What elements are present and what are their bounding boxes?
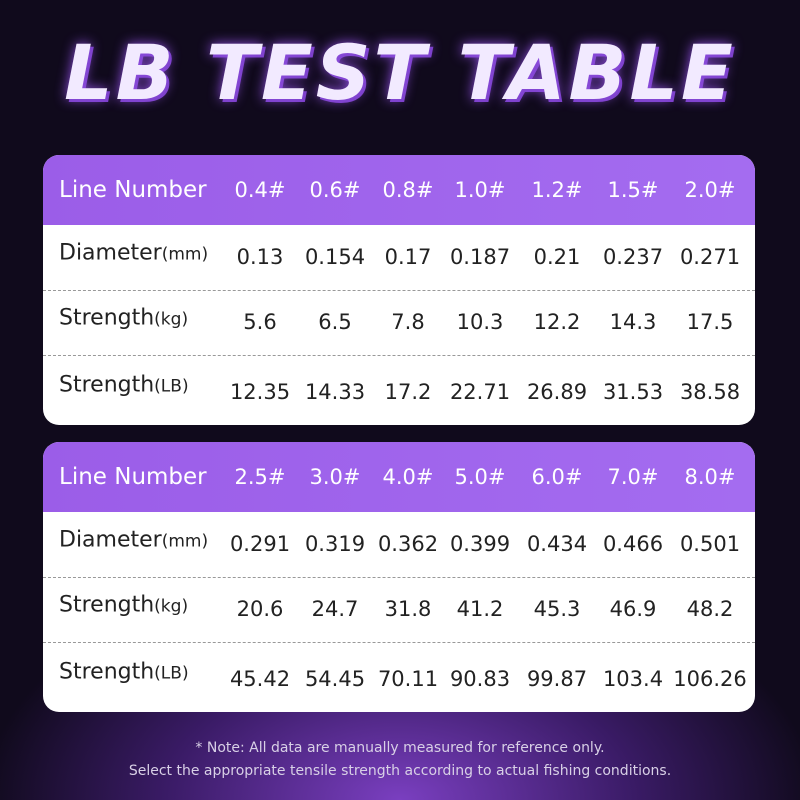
row-label-text: Strength — [59, 305, 155, 331]
header-cell: 1.0# — [454, 178, 506, 202]
header-cell: 5.0# — [454, 465, 506, 489]
table-cell: 20.6 — [236, 597, 284, 621]
header-cell: 7.0# — [607, 465, 659, 489]
table-cell: 12.2 — [533, 310, 581, 334]
table-cell: 54.45 — [304, 667, 366, 691]
row-label: Strength(kg) — [59, 306, 188, 331]
table-cell: 0.17 — [384, 245, 432, 269]
header-cell: 1.2# — [531, 178, 583, 202]
row-label-text: Diameter — [59, 527, 162, 553]
table-cell: 17.2 — [384, 380, 432, 404]
table-cell: 46.9 — [609, 597, 657, 621]
table-cell: 45.3 — [533, 597, 581, 621]
title: LB TEST TABLE — [64, 28, 736, 117]
table-cell: 0.434 — [526, 532, 588, 556]
table-cell: 14.3 — [609, 310, 657, 334]
table-cell: 0.362 — [377, 532, 439, 556]
table-cell: 0.501 — [679, 532, 741, 556]
row-label-unit: (LB) — [154, 376, 189, 397]
table: Line Number 2.5# 3.0# 4.0# 5.0# 6.0# 7.0# 8.0# D… — [43, 442, 755, 712]
row-label-unit: (kg) — [154, 309, 189, 330]
row-separator — [43, 577, 755, 578]
table-cell: 0.291 — [229, 532, 291, 556]
row-label: Strength(LB) — [59, 660, 189, 685]
table-cell: 7.8 — [391, 310, 425, 334]
table-cell: 103.4 — [602, 667, 664, 691]
table-cell: 0.399 — [449, 532, 511, 556]
table-cell: 0.13 — [236, 245, 284, 269]
table-cell: 0.187 — [449, 245, 511, 269]
header-cell: 0.4# — [234, 178, 286, 202]
row-label-text: Diameter — [59, 240, 162, 266]
header-cell: 2.5# — [234, 465, 286, 489]
header-cell: 8.0# — [684, 465, 736, 489]
table-cell: 0.466 — [602, 532, 664, 556]
table-header: Line Number 2.5# 3.0# 4.0# 5.0# 6.0# 7.0# 8.0# — [43, 442, 755, 512]
table-cell: 31.8 — [384, 597, 432, 621]
header-cell: 1.5# — [607, 178, 659, 202]
row-label-unit: (mm) — [161, 244, 209, 265]
row-label-text: Strength — [59, 659, 155, 685]
table-cell: 0.21 — [533, 245, 581, 269]
row-label-text: Strength — [59, 592, 155, 618]
header-cell: 2.0# — [684, 178, 736, 202]
row-label: Diameter(mm) — [59, 241, 208, 266]
header-label: Line Number — [59, 177, 207, 203]
row-label: Strength(kg) — [59, 593, 188, 618]
table-cell: 26.89 — [526, 380, 588, 404]
row-label-unit: (mm) — [161, 531, 209, 552]
table: Line Number 0.4# 0.6# 0.8# 1.0# 1.2# 1.5# 2.0# D… — [43, 155, 755, 425]
footnote: * Note: All data are manually measured f… — [195, 740, 605, 756]
header-cell: 0.8# — [382, 178, 434, 202]
table-cell: 12.35 — [229, 380, 291, 404]
table-cell: 22.71 — [449, 380, 511, 404]
table-cell: 0.237 — [602, 245, 664, 269]
table-cell: 45.42 — [229, 667, 291, 691]
row-separator — [43, 355, 755, 356]
footnote: Select the appropriate tensile strength … — [128, 763, 672, 779]
table-cell: 106.26 — [673, 667, 747, 691]
table-cell: 48.2 — [686, 597, 734, 621]
row-separator — [43, 290, 755, 291]
table-header: Line Number 0.4# 0.6# 0.8# 1.0# 1.2# 1.5# 2.0# — [43, 155, 755, 225]
row-label: Diameter(mm) — [59, 528, 208, 553]
header-cell: 3.0# — [309, 465, 361, 489]
header-cell: 0.6# — [309, 178, 361, 202]
row-label-unit: (LB) — [154, 663, 189, 684]
table-cell: 17.5 — [686, 310, 734, 334]
table-cell: 90.83 — [449, 667, 511, 691]
table-cell: 99.87 — [526, 667, 588, 691]
table-cell: 0.154 — [304, 245, 366, 269]
table-cell: 5.6 — [243, 310, 277, 334]
header-cell: 4.0# — [382, 465, 434, 489]
table-cell: 38.58 — [679, 380, 741, 404]
table-cell: 14.33 — [304, 380, 366, 404]
table-cell: 41.2 — [456, 597, 504, 621]
table-cell: 0.319 — [304, 532, 366, 556]
table-cell: 10.3 — [456, 310, 504, 334]
table-cell: 6.5 — [318, 310, 352, 334]
header-label: Line Number — [59, 464, 207, 490]
row-label: Strength(LB) — [59, 373, 189, 398]
table-cell: 24.7 — [311, 597, 359, 621]
table-cell: 70.11 — [377, 667, 439, 691]
row-label-text: Strength — [59, 372, 155, 398]
table-cell: 0.271 — [679, 245, 741, 269]
row-label-unit: (kg) — [154, 596, 189, 617]
row-separator — [43, 642, 755, 643]
table-cell: 31.53 — [602, 380, 664, 404]
header-cell: 6.0# — [531, 465, 583, 489]
